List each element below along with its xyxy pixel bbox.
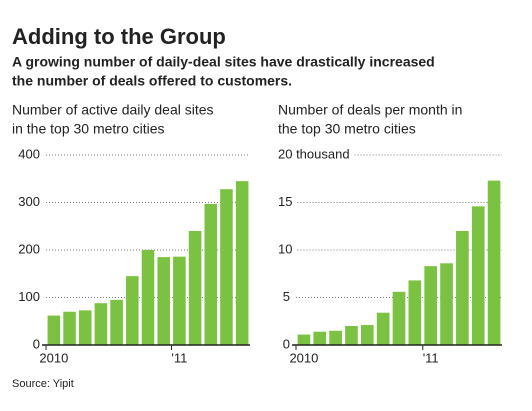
bar: [47, 315, 61, 345]
x-tick-label: '11: [423, 350, 439, 365]
y-tick-label: 200: [18, 241, 40, 256]
chart-title: the top 30 metro cities: [278, 121, 416, 137]
bar: [487, 180, 501, 345]
bar: [141, 250, 155, 345]
bar: [297, 334, 311, 345]
y-tick-label: 10: [278, 241, 292, 256]
chart-title: Number of deals per month in: [278, 102, 462, 118]
bar: [78, 310, 92, 345]
bar: [440, 263, 453, 345]
bar: [376, 312, 390, 345]
chart-title: Number of active daily deal sites: [12, 102, 214, 118]
bar: [329, 330, 342, 345]
subtitle: A growing number of daily-deal sites hav…: [12, 54, 435, 70]
bar: [157, 257, 170, 345]
y-tick-label: 0: [283, 336, 290, 351]
y-tick-label: 0: [33, 336, 40, 351]
bar: [94, 303, 108, 345]
source: Source: Yipit: [12, 378, 74, 390]
chart-title: in the top 30 metro cities: [12, 121, 165, 137]
y-tick-label: 5: [283, 289, 290, 304]
bar: [220, 189, 233, 345]
bar: [204, 203, 218, 345]
bar: [110, 299, 123, 345]
bar: [408, 280, 422, 345]
y-tick-label: 20 thousand: [278, 146, 350, 161]
x-tick-label: 2010: [39, 350, 68, 365]
x-tick-label: 2010: [289, 350, 318, 365]
bar: [471, 206, 485, 345]
bar: [188, 231, 202, 345]
title: Adding to the Group: [12, 24, 226, 49]
bar: [360, 325, 374, 345]
bar: [424, 266, 438, 345]
bar: [456, 231, 469, 345]
bar: [392, 291, 406, 345]
bar: [63, 311, 76, 345]
bar: [126, 276, 139, 345]
bar: [313, 331, 327, 345]
bar: [345, 326, 358, 345]
bar: [235, 181, 249, 345]
y-tick-label: 100: [18, 289, 40, 304]
bar: [173, 256, 186, 345]
y-tick-label: 15: [278, 194, 292, 209]
x-tick-label: '11: [171, 350, 187, 365]
subtitle: the number of deals offered to customers…: [12, 73, 292, 89]
y-tick-label: 400: [18, 146, 40, 161]
y-tick-label: 300: [18, 194, 40, 209]
